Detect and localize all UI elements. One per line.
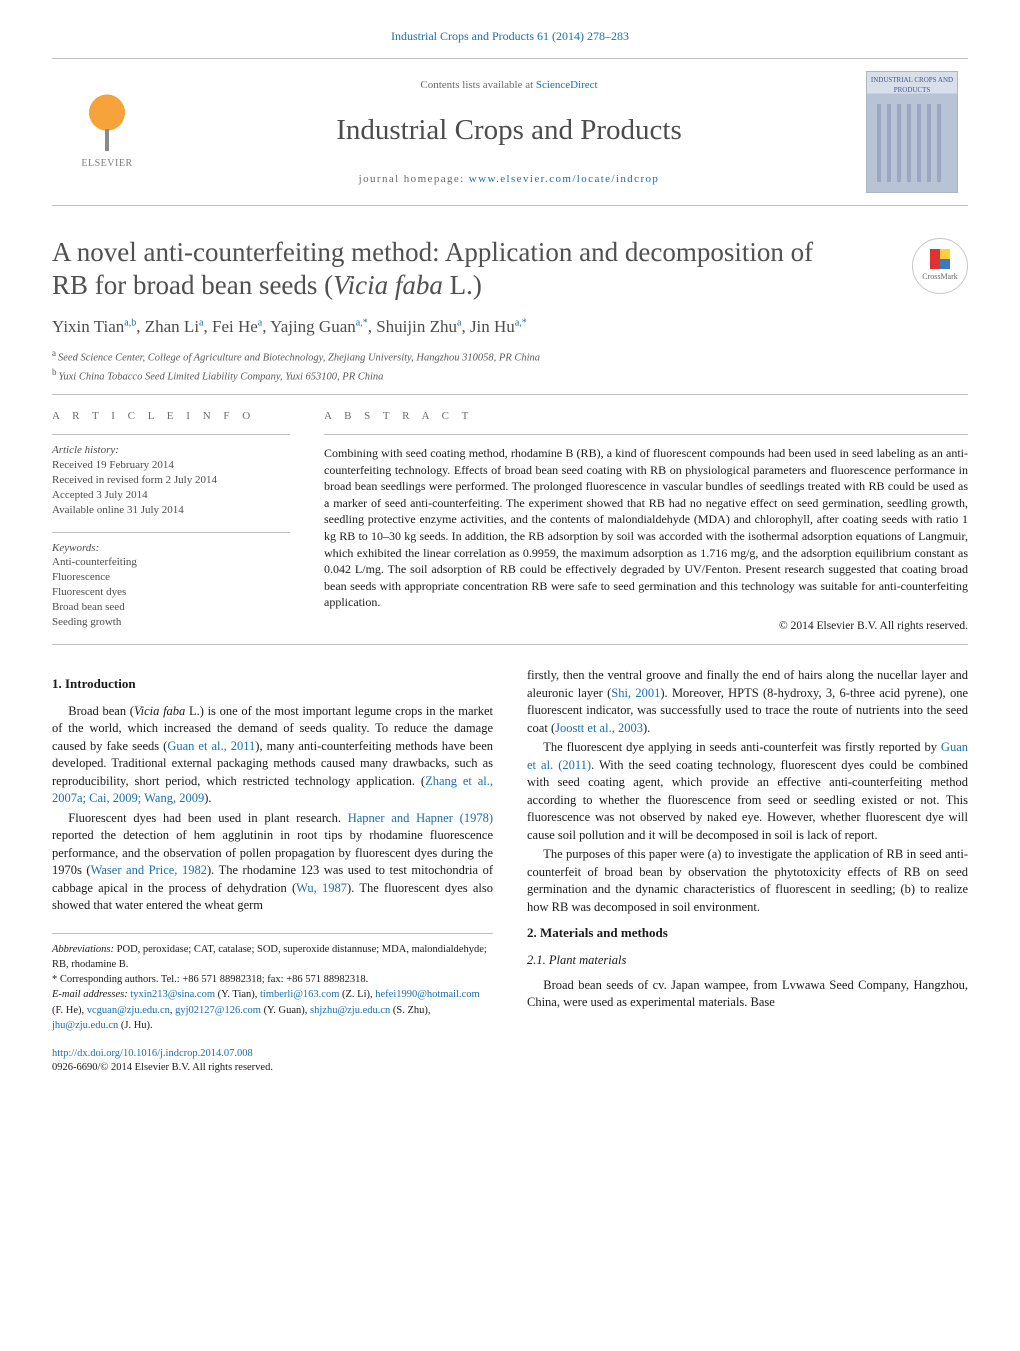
journal-name: Industrial Crops and Products: [336, 111, 682, 150]
masthead-center: Contents lists available at ScienceDirec…: [162, 59, 856, 205]
rule-top: [52, 394, 968, 395]
abstract-copyright: © 2014 Elsevier B.V. All rights reserved…: [324, 619, 968, 635]
article-info: A R T I C L E I N F O Article history: R…: [52, 409, 290, 634]
publisher-logo: ELSEVIER: [52, 59, 162, 205]
keyword: Fluorescence: [52, 570, 290, 585]
intro-p2-cont: firstly, then the ventral groove and fin…: [527, 667, 968, 737]
email-label: E-mail addresses:: [52, 989, 128, 1000]
abbrev-label: Abbreviations:: [52, 944, 114, 955]
journal-cover: INDUSTRIAL CROPS AND PRODUCTS: [856, 59, 968, 205]
availability-line: Contents lists available at ScienceDirec…: [420, 78, 597, 93]
intro-p4: The purposes of this paper were (a) to i…: [527, 846, 968, 916]
rule-info-1: [52, 434, 290, 435]
abstract: A B S T R A C T Combining with seed coat…: [324, 409, 968, 634]
history-label: Article history:: [52, 443, 290, 458]
cite-link[interactable]: Guan et al., 2011: [167, 739, 255, 753]
crossmark-icon: [930, 249, 950, 269]
affiliation-a: aSeed Science Center, College of Agricul…: [52, 347, 968, 366]
rule-info-2: [52, 532, 290, 533]
cite-link[interactable]: Shi, 2001: [611, 686, 660, 700]
intro-p1: Broad bean (Vicia faba L.) is one of the…: [52, 703, 493, 808]
email-line: E-mail addresses: tyxin213@sina.com (Y. …: [52, 987, 493, 1033]
corresponding-line: * Corresponding authors. Tel.: +86 571 8…: [52, 972, 493, 987]
crossmark-badge[interactable]: CrossMark: [912, 238, 968, 294]
history-online: Available online 31 July 2014: [52, 503, 290, 518]
abstract-text: Combining with seed coating method, rhod…: [324, 445, 968, 610]
rule-abs: [324, 434, 968, 435]
section-1-heading: 1. Introduction: [52, 675, 493, 693]
keyword: Anti-counterfeiting: [52, 555, 290, 570]
journal-cover-thumb: INDUSTRIAL CROPS AND PRODUCTS: [866, 71, 958, 193]
left-column: 1. Introduction Broad bean (Vicia faba L…: [52, 667, 493, 1075]
journal-homepage-line: journal homepage: www.elsevier.com/locat…: [359, 172, 660, 187]
intro-p2: Fluorescent dyes had been used in plant …: [52, 810, 493, 915]
materials-p1: Broad bean seeds of cv. Japan wampee, fr…: [527, 977, 968, 1012]
keywords-label: Keywords:: [52, 541, 290, 556]
running-head: Industrial Crops and Products 61 (2014) …: [52, 28, 968, 44]
rule-bottom: [52, 644, 968, 645]
footnotes: Abbreviations: POD, peroxidase; CAT, cat…: [52, 933, 493, 1033]
intro-p3: The fluorescent dye applying in seeds an…: [527, 739, 968, 844]
keyword: Seeding growth: [52, 615, 290, 630]
abbrev-line: Abbreviations: POD, peroxidase; CAT, cat…: [52, 942, 493, 972]
authors: Yixin Tiana,b, Zhan Lia, Fei Hea, Yajing…: [52, 316, 968, 339]
issn-copyright: 0926-6690/© 2014 Elsevier B.V. All right…: [52, 1061, 493, 1075]
masthead: ELSEVIER Contents lists available at Sci…: [52, 58, 968, 206]
info-abstract-row: A R T I C L E I N F O Article history: R…: [52, 409, 968, 634]
article-title: A novel anti-counterfeiting method: Appl…: [52, 236, 852, 302]
right-column: firstly, then the ventral groove and fin…: [527, 667, 968, 1075]
abstract-heading: A B S T R A C T: [324, 409, 968, 424]
doi-link[interactable]: http://dx.doi.org/10.1016/j.indcrop.2014…: [52, 1048, 253, 1059]
elsevier-tree-icon: [79, 93, 135, 149]
cite-link[interactable]: Joostt et al., 2003: [555, 721, 643, 735]
title-italic: Vicia faba: [333, 270, 443, 300]
cite-link[interactable]: Wu, 1987: [296, 881, 347, 895]
title-part-2: L.): [443, 270, 482, 300]
sciencedirect-link[interactable]: ScienceDirect: [536, 79, 598, 91]
availability-prefix: Contents lists available at: [420, 79, 535, 91]
journal-homepage-link[interactable]: www.elsevier.com/locate/indcrop: [469, 173, 660, 185]
doi-block: http://dx.doi.org/10.1016/j.indcrop.2014…: [52, 1047, 493, 1075]
history-accepted: Accepted 3 July 2014: [52, 488, 290, 503]
title-block: A novel anti-counterfeiting method: Appl…: [52, 236, 968, 302]
keyword: Fluorescent dyes: [52, 585, 290, 600]
section-2-1-heading: 2.1. Plant materials: [527, 952, 968, 969]
publisher-name: ELSEVIER: [81, 157, 132, 171]
history-received: Received 19 February 2014: [52, 458, 290, 473]
body-columns: 1. Introduction Broad bean (Vicia faba L…: [52, 667, 968, 1075]
cite-link[interactable]: Waser and Price, 1982: [91, 863, 207, 877]
affiliation-b: bYuxi China Tobacco Seed Limited Liabili…: [52, 366, 968, 385]
section-2-heading: 2. Materials and methods: [527, 924, 968, 942]
keyword: Broad bean seed: [52, 600, 290, 615]
article-info-heading: A R T I C L E I N F O: [52, 409, 290, 424]
cite-link[interactable]: Hapner and Hapner (1978): [348, 811, 493, 825]
affiliations: aSeed Science Center, College of Agricul…: [52, 347, 968, 384]
homepage-prefix: journal homepage:: [359, 173, 469, 185]
crossmark-label: CrossMark: [922, 272, 958, 283]
history-revised: Received in revised form 2 July 2014: [52, 473, 290, 488]
corr-label: * Corresponding authors.: [52, 974, 161, 985]
